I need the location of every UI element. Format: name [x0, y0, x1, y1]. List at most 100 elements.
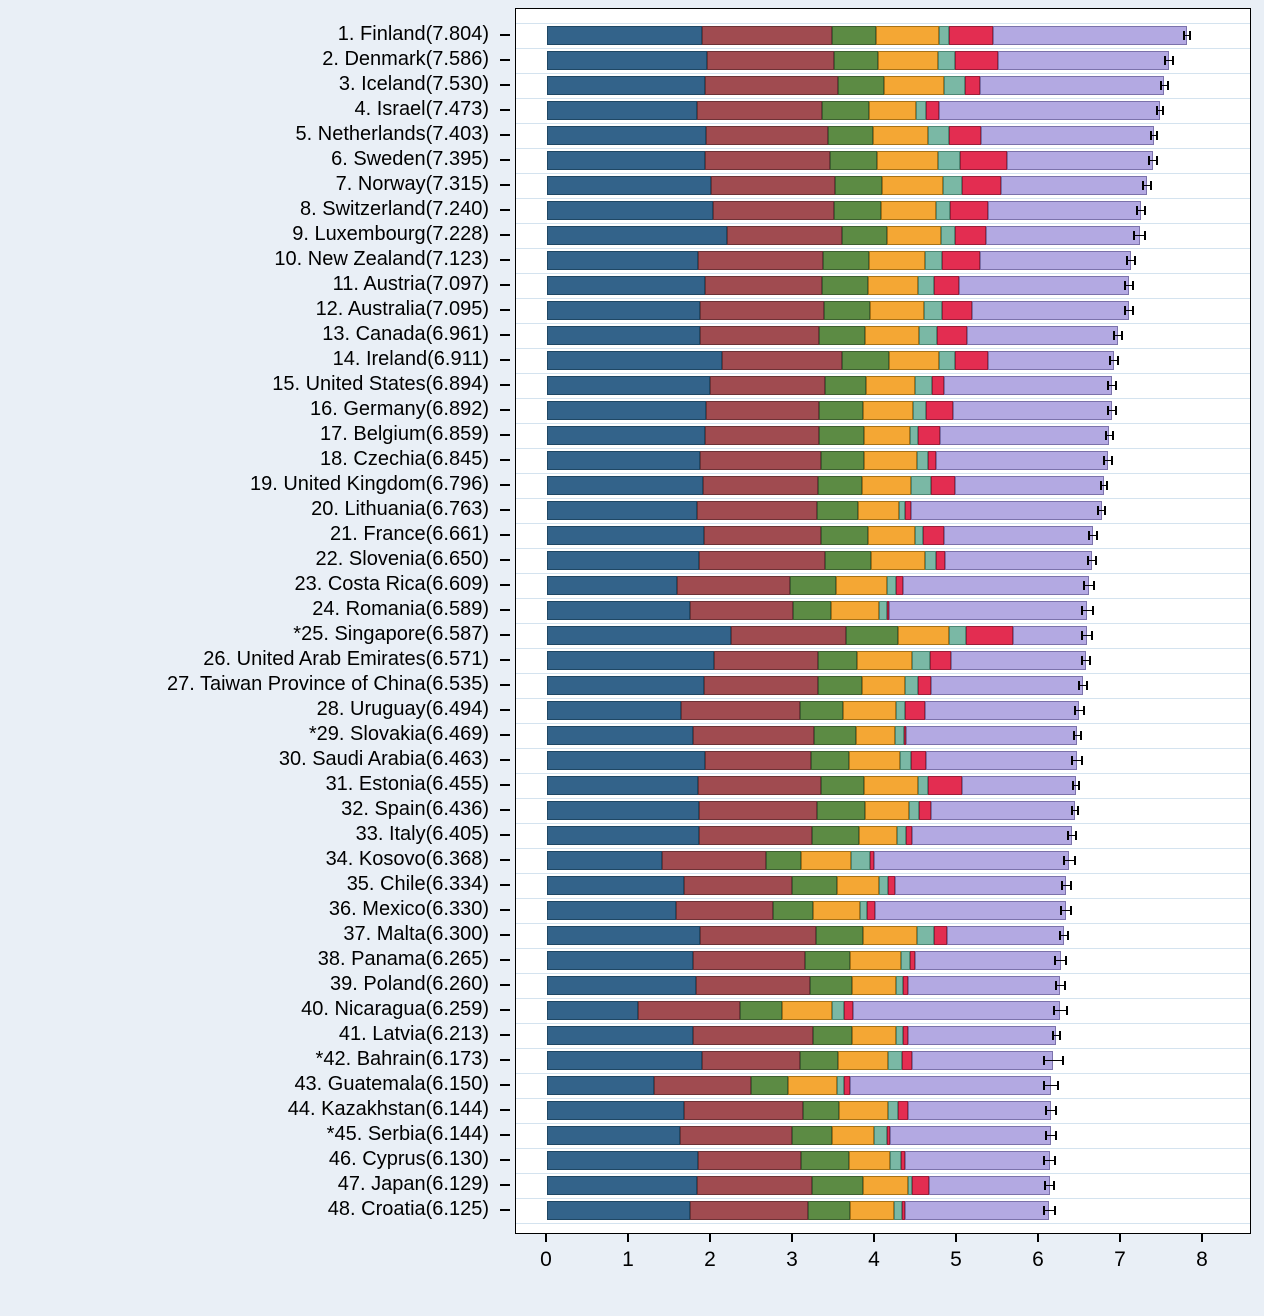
gridline [516, 448, 1250, 449]
teal-segment [832, 1001, 845, 1020]
crimson-segment [898, 1101, 908, 1120]
gridline [516, 223, 1250, 224]
maroon-segment [696, 501, 818, 520]
crimson-segment [910, 751, 927, 770]
maroon-segment [681, 701, 800, 720]
lavender-segment [907, 1101, 1051, 1120]
stacked-bar [547, 926, 1064, 945]
green-segment [765, 851, 801, 870]
green-segment [820, 526, 869, 545]
country-label: 21. France(6.661) [0, 522, 515, 547]
gridline [516, 423, 1250, 424]
dark-blue-segment [547, 101, 698, 120]
green-segment [822, 101, 870, 120]
dark-blue-segment [547, 1051, 703, 1070]
crimson-segment [903, 976, 908, 995]
error-bar [1105, 431, 1114, 440]
crimson-segment [955, 351, 988, 370]
maroon-segment [698, 1151, 802, 1170]
dark-blue-segment [547, 26, 702, 45]
gridline [516, 1123, 1250, 1124]
dark-blue-segment [547, 51, 707, 70]
error-bar [1124, 281, 1134, 290]
dark-blue-segment [547, 1176, 697, 1195]
green-segment [824, 376, 866, 395]
lavender-segment [905, 1201, 1050, 1220]
orange-segment [869, 101, 916, 120]
green-segment [846, 626, 898, 645]
y-tick [500, 883, 510, 886]
lavender-segment [951, 651, 1086, 670]
maroon-segment [680, 1126, 793, 1145]
dark-blue-segment [547, 226, 728, 245]
maroon-segment [710, 176, 836, 195]
country-label: 4. Israel(7.473) [0, 97, 515, 122]
lavender-segment [985, 226, 1140, 245]
country-label: 1. Finland(7.804) [0, 22, 515, 47]
error-bar [1148, 156, 1159, 165]
country-label: 15. United States(6.894) [0, 372, 515, 397]
maroon-segment [684, 1101, 803, 1120]
orange-segment [813, 901, 861, 920]
error-bar [1182, 31, 1191, 40]
dark-blue-segment [547, 826, 700, 845]
orange-segment [863, 451, 918, 470]
green-segment [792, 1126, 832, 1145]
crimson-segment [926, 101, 940, 120]
gridline [516, 1048, 1250, 1049]
country-label: *25. Singapore(6.587) [0, 622, 515, 647]
y-tick [500, 1033, 510, 1036]
orange-segment [855, 726, 896, 745]
error-bar [1080, 606, 1094, 615]
country-label: 14. Ireland(6.911) [0, 347, 515, 372]
lavender-segment [931, 801, 1075, 820]
stacked-bar [547, 551, 1093, 570]
lavender-segment [987, 351, 1114, 370]
crimson-segment [936, 326, 968, 345]
country-label: 40. Nicaragua(6.259) [0, 997, 515, 1022]
error-bar [1072, 731, 1083, 740]
orange-segment [787, 1076, 838, 1095]
dark-blue-segment [547, 1126, 680, 1145]
gridline [516, 73, 1250, 74]
error-bar [1159, 81, 1170, 90]
orange-segment [852, 976, 896, 995]
dark-blue-segment [547, 1001, 638, 1020]
crimson-segment [886, 601, 889, 620]
y-tick [500, 433, 510, 436]
country-label: *29. Slovakia(6.469) [0, 722, 515, 747]
green-segment [818, 476, 863, 495]
country-label: 24. Romania(6.589) [0, 597, 515, 622]
green-segment [800, 1051, 838, 1070]
orange-segment [836, 876, 879, 895]
crimson-segment [936, 551, 946, 570]
orange-segment [867, 276, 918, 295]
dark-blue-segment [547, 601, 690, 620]
dark-blue-segment [547, 401, 706, 420]
green-segment [835, 176, 882, 195]
x-tick-label: 2 [704, 1248, 716, 1271]
x-tick-label: 8 [1196, 1248, 1208, 1271]
maroon-segment [661, 851, 766, 870]
dark-blue-segment [547, 351, 722, 370]
maroon-segment [689, 601, 793, 620]
lavender-segment [979, 76, 1165, 95]
y-tick [500, 933, 510, 936]
stacked-bar [547, 1151, 1050, 1170]
teal-segment [939, 351, 956, 370]
orange-segment [897, 626, 950, 645]
dark-blue-segment [547, 251, 699, 270]
orange-segment [875, 26, 939, 45]
stacked-bar [547, 1101, 1051, 1120]
crimson-segment [919, 801, 932, 820]
green-segment [804, 951, 850, 970]
country-label: 19. United Kingdom(6.796) [0, 472, 515, 497]
y-tick [500, 758, 510, 761]
maroon-segment [676, 576, 790, 595]
lavender-segment [911, 501, 1102, 520]
y-tick [500, 158, 510, 161]
country-label: 34. Kosovo(6.368) [0, 847, 515, 872]
orange-segment [883, 76, 945, 95]
maroon-segment [700, 926, 817, 945]
crimson-segment [903, 1026, 909, 1045]
